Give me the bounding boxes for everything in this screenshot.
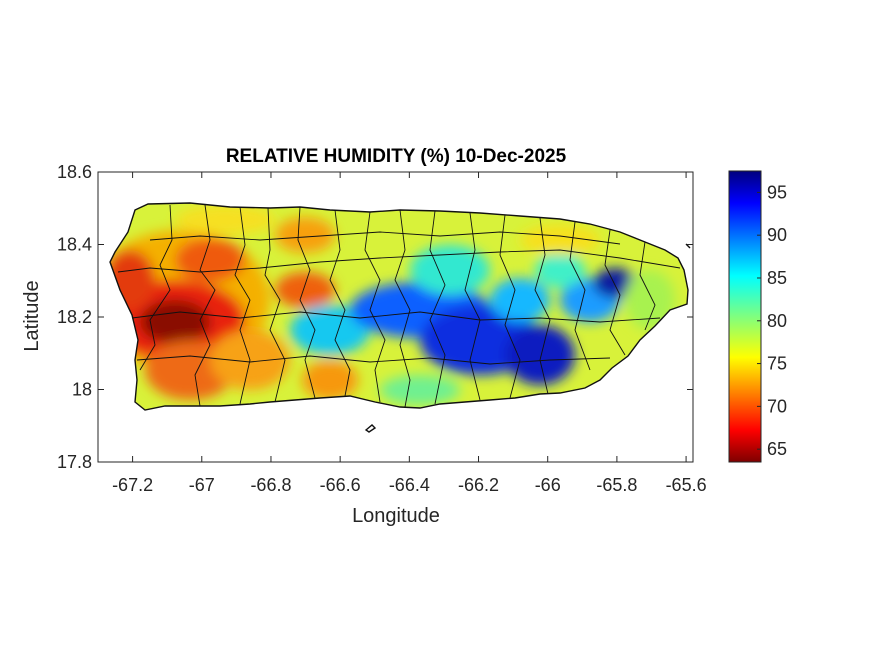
y-tick-label: 18.4 — [57, 235, 92, 255]
x-tick-label: -67.2 — [112, 475, 153, 495]
x-tick-label: -65.8 — [596, 475, 637, 495]
x-tick-label: -66.6 — [320, 475, 361, 495]
humidity-field — [110, 203, 688, 410]
colorbar-tick-label: 75 — [767, 354, 787, 374]
x-axis: -67.2 -67 -66.8 -66.6 -66.4 -66.2 -66 -65.8 -65.… — [112, 172, 707, 495]
y-axis-label: Latitude — [21, 280, 43, 351]
y-tick-label: 18 — [72, 380, 92, 400]
y-tick-label: 18.6 — [57, 162, 92, 182]
colorbar-tick-label: 90 — [767, 225, 787, 245]
colorbar-tick-label: 85 — [767, 268, 787, 288]
colorbar — [728, 170, 762, 463]
colorbar-tick-label: 95 — [767, 182, 787, 202]
colorbar-tick-label: 65 — [767, 439, 787, 459]
y-tick-label: 18.2 — [57, 307, 92, 327]
x-tick-label: -66 — [535, 475, 561, 495]
x-tick-label: -66.8 — [250, 475, 291, 495]
colorbar-ticks: 95 90 85 80 75 70 65 — [757, 182, 787, 459]
x-tick-label: -66.4 — [389, 475, 430, 495]
map-title: RELATIVE HUMIDITY (%) 10-Dec-2025 — [226, 146, 567, 167]
x-axis-label: Longitude — [352, 505, 440, 527]
island-outline — [109, 202, 691, 433]
colorbar-tick-label: 80 — [767, 311, 787, 331]
x-tick-label: -67 — [189, 475, 215, 495]
x-tick-label: -66.2 — [458, 475, 499, 495]
y-axis: 18.6 18.4 18.2 18 17.8 — [57, 162, 693, 472]
colorbar-tick-label: 70 — [767, 396, 787, 416]
x-tick-label: -65.6 — [666, 475, 707, 495]
y-tick-label: 17.8 — [57, 452, 92, 472]
municipal-boundaries — [117, 204, 681, 408]
